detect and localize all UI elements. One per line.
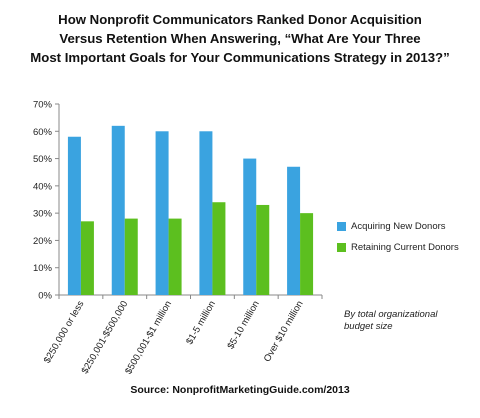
y-tick-label: 70% (33, 100, 53, 111)
bar-acquiring (111, 125, 125, 295)
budget-note: By total organizational budget size (344, 309, 438, 332)
source-text: Source: NonprofitMarketingGuide.com/2013 (130, 384, 350, 396)
x-tick-label: $1-5 million (184, 299, 218, 347)
legend-swatch-retaining (337, 243, 346, 252)
x-tick-label: $250,000 or less (42, 299, 87, 366)
y-tick-label: 30% (33, 209, 53, 220)
bar-retaining (168, 218, 182, 295)
bar-retaining (124, 218, 138, 295)
chart-title-line-3: Most Important Goals for Your Communicat… (30, 50, 450, 65)
chart-title-line-1: How Nonprofit Communicators Ranked Donor… (58, 12, 422, 27)
bar-acquiring (67, 136, 81, 295)
chart-legend: Acquiring New Donors Retaining Current D… (337, 216, 459, 258)
y-tick-label: 0% (38, 291, 52, 302)
y-tick-label: 20% (33, 236, 53, 247)
bar-retaining (212, 202, 226, 295)
y-tick-label: 10% (33, 263, 53, 274)
bar-acquiring (287, 166, 301, 295)
bar-acquiring (243, 158, 257, 295)
bar-retaining (80, 221, 94, 295)
x-tick-label: $250,001-$500,000 (80, 299, 131, 376)
bar-retaining (256, 204, 270, 295)
legend-item-acquiring: Acquiring New Donors (337, 216, 459, 237)
bar-acquiring (199, 131, 213, 295)
y-tick-label: 40% (33, 181, 53, 192)
legend-label-retaining: Retaining Current Donors (351, 242, 459, 253)
y-tick-label: 50% (33, 154, 53, 165)
chart-title: How Nonprofit Communicators Ranked Donor… (0, 10, 480, 67)
chart-title-line-2: Versus Retention When Answering, “What A… (59, 31, 421, 46)
x-tick-label: $5-10 million (225, 299, 261, 351)
y-tick-label: 60% (33, 127, 53, 138)
legend-item-retaining: Retaining Current Donors (337, 237, 459, 258)
x-tick-label: $500,001-$1 million (123, 299, 174, 376)
x-tick-label: Over $10 million (262, 299, 306, 364)
bar-acquiring (155, 131, 169, 295)
legend-label-acquiring: Acquiring New Donors (351, 221, 446, 232)
legend-swatch-acquiring (337, 222, 346, 231)
bar-retaining (300, 213, 314, 295)
